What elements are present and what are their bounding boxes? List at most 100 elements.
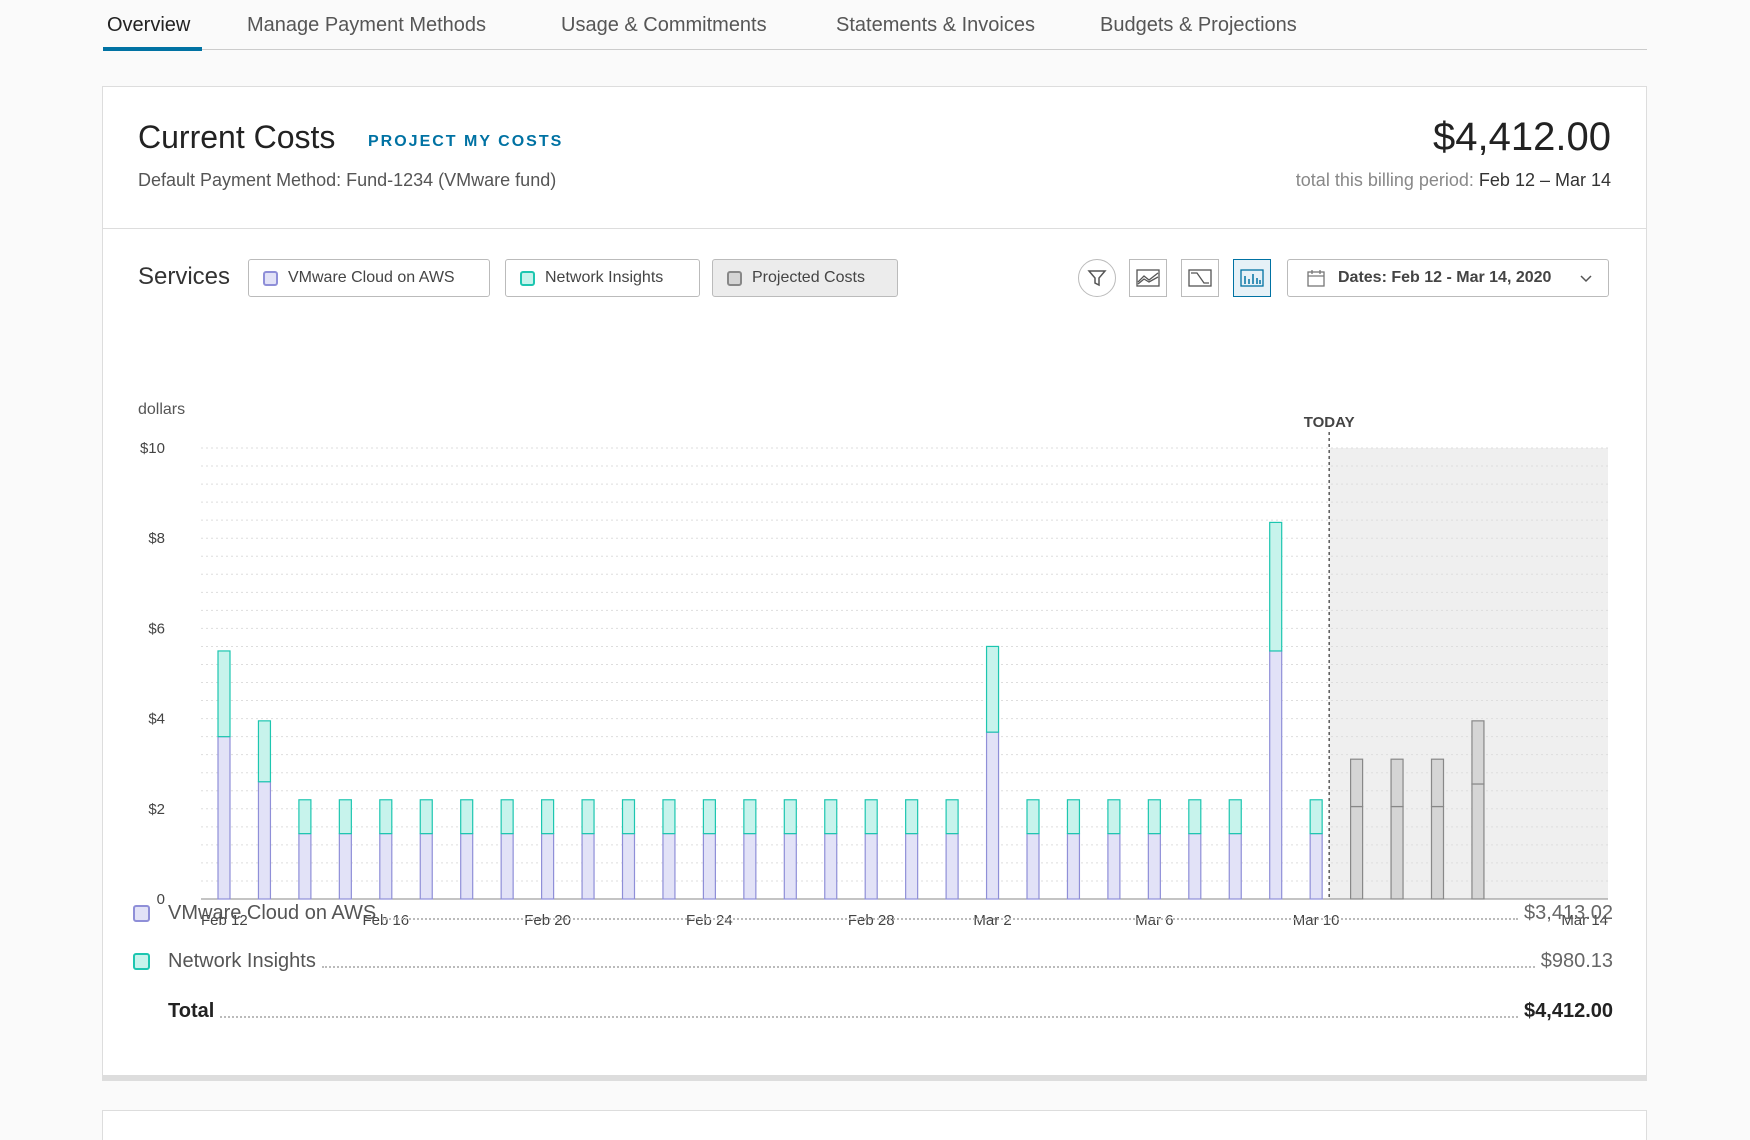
bar-projected-lower <box>1349 805 1364 900</box>
leader-dots <box>321 954 1535 968</box>
tab-overview[interactable]: Overview <box>107 14 191 36</box>
bar-network-insights <box>743 799 757 835</box>
bar-vmware <box>824 833 838 900</box>
filter-projected-costs[interactable]: Projected Costs <box>712 259 898 297</box>
step-chart-icon <box>1188 269 1212 287</box>
date-range-picker[interactable]: Dates: Feb 12 - Mar 14, 2020 <box>1287 259 1609 297</box>
bar-network-insights <box>824 799 838 835</box>
bar-network-insights <box>1309 799 1323 835</box>
bar-vmware <box>905 833 919 900</box>
bar-network-insights <box>500 799 514 835</box>
total-amount: $4,412.00 <box>1433 115 1611 159</box>
tab-manage-payment-methods[interactable]: Manage Payment Methods <box>247 14 487 36</box>
bar-chart-icon <box>1240 269 1264 287</box>
bar-vmware <box>1026 833 1040 900</box>
bar-vmware <box>298 833 312 900</box>
bar-projected-upper <box>1471 720 1485 785</box>
bar-projected-upper <box>1349 758 1364 808</box>
tab-statements-invoices[interactable]: Statements & Invoices <box>836 14 1035 36</box>
bar-projected-upper <box>1430 758 1445 808</box>
bar-projected-lower <box>1471 783 1485 900</box>
today-label: TODAY <box>1304 414 1355 431</box>
x-tick-label: Feb 16 <box>362 912 409 929</box>
bar-chart-button[interactable] <box>1233 259 1271 297</box>
services-label: Services <box>138 263 231 290</box>
filter-network-insights[interactable]: Network Insights <box>505 259 700 297</box>
bar-network-insights <box>783 799 797 835</box>
leader-dots <box>382 906 1519 920</box>
network-legend-swatch-icon <box>133 952 150 970</box>
bar-vmware <box>945 833 959 900</box>
bar-vmware <box>500 833 514 900</box>
bar-network-insights <box>621 799 636 835</box>
billing-period: total this billing period: Feb 12 – Mar … <box>1296 170 1611 191</box>
divider <box>103 228 1646 229</box>
calendar-icon <box>1307 270 1325 287</box>
x-tick-label: Mar 2 <box>973 912 1011 929</box>
y-axis-label: dollars <box>138 401 185 418</box>
filter-button[interactable] <box>1078 259 1116 297</box>
bar-vmware <box>379 833 393 900</box>
bar-network-insights <box>379 799 393 835</box>
y-tick-label: $4 <box>148 711 165 728</box>
chevron-down-icon <box>1580 275 1592 283</box>
bar-network-insights <box>298 799 312 835</box>
bar-network-insights <box>419 799 433 835</box>
cost-chart: dollars 0 $2 $4 $6 $8 $10 TODAY Feb 12 Feb 16 Feb … <box>138 401 1608 929</box>
bar-network-insights <box>257 720 272 783</box>
bar-vmware <box>985 731 1000 900</box>
bar-network-insights <box>905 799 919 835</box>
vmware-swatch-icon <box>263 270 278 286</box>
x-tick-label: Mar 6 <box>1135 912 1173 929</box>
area-chart-button[interactable] <box>1129 259 1167 297</box>
bar-vmware <box>338 833 352 900</box>
bar-projected-lower <box>1430 805 1445 900</box>
x-tick-label: Feb 20 <box>524 912 571 929</box>
bar-vmware <box>419 833 433 900</box>
active-tab-indicator <box>103 47 202 51</box>
page-title: Current Costs <box>138 119 336 155</box>
vmware-legend-swatch-icon <box>133 904 150 922</box>
filter-vmware-cloud-on-aws[interactable]: VMware Cloud on AWS <box>248 259 490 297</box>
area-chart-icon <box>1136 269 1160 287</box>
legend-name: VMware Cloud on AWS <box>168 901 377 924</box>
y-tick-label: $10 <box>140 440 165 457</box>
network-swatch-icon <box>520 270 535 286</box>
step-chart-button[interactable] <box>1181 259 1219 297</box>
tab-usage-commitments[interactable]: Usage & Commitments <box>561 14 767 36</box>
bar-network-insights <box>702 799 717 835</box>
projected-region <box>1329 448 1608 899</box>
bar-network-insights <box>864 799 878 835</box>
bar-network-insights <box>1107 799 1121 835</box>
bar-vmware <box>460 833 474 900</box>
secondary-card <box>102 1110 1647 1140</box>
bar-vmware <box>1188 833 1202 900</box>
bar-network-insights <box>581 799 595 835</box>
legend-total-value: $4,412.00 <box>1524 999 1613 1022</box>
bar-network-insights <box>541 799 555 835</box>
filter-network-label: Network Insights <box>545 269 664 286</box>
bar-projected-lower <box>1390 805 1404 900</box>
bar-vmware <box>1147 833 1161 900</box>
y-tick-label: $8 <box>148 530 165 547</box>
current-costs-card: Current Costs PROJECT MY COSTS Default P… <box>102 86 1647 1081</box>
x-tick-label: Mar 10 <box>1293 912 1340 929</box>
legend-value: $3,413.02 <box>1524 901 1613 924</box>
leader-dots <box>220 1004 1519 1018</box>
y-tick-label: $6 <box>148 620 165 637</box>
filter-projected-label: Projected Costs <box>752 269 865 286</box>
x-tick-label: Feb 28 <box>848 912 895 929</box>
bar-network-insights <box>662 799 676 835</box>
bar-vmware <box>783 833 797 900</box>
tab-budgets-projections[interactable]: Budgets & Projections <box>1100 14 1297 36</box>
project-my-costs-link[interactable]: PROJECT MY COSTS <box>368 133 564 150</box>
legend-row-total: Total $4,412.00 <box>133 996 1613 1026</box>
bar-vmware <box>581 833 595 900</box>
bar-network-insights <box>1228 799 1242 835</box>
bar-vmware <box>1269 650 1283 900</box>
legend-value: $980.13 <box>1540 949 1613 972</box>
projected-swatch-icon <box>727 270 742 286</box>
date-range-label: Dates: Feb 12 - Mar 14, 2020 <box>1338 269 1552 286</box>
bar-network-insights <box>338 799 352 835</box>
filter-icon <box>1087 270 1107 287</box>
